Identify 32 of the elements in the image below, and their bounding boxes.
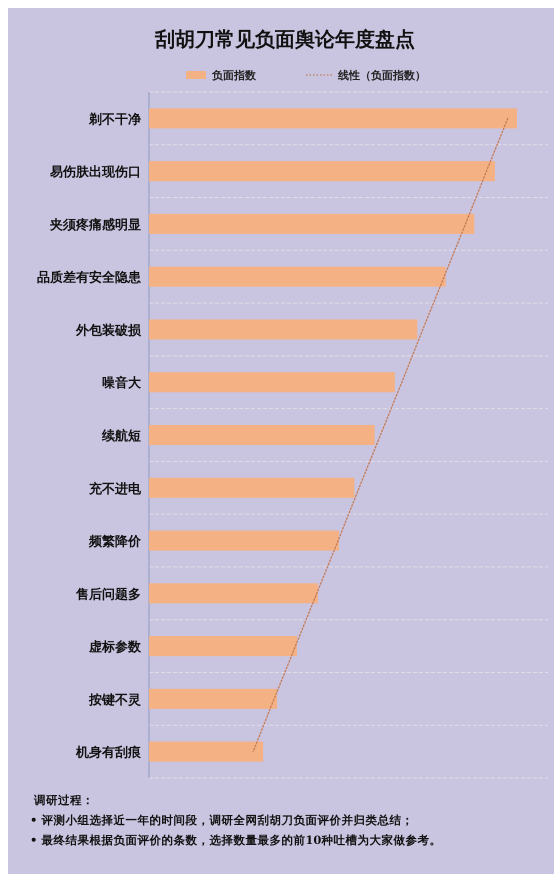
y-tick-label: 虚标参数 bbox=[88, 639, 142, 656]
bar bbox=[149, 372, 395, 392]
bar bbox=[149, 108, 517, 128]
bar bbox=[149, 266, 446, 287]
y-tick-label: 频繁降价 bbox=[88, 534, 142, 550]
bar bbox=[149, 583, 318, 604]
chart-title: 刮胡刀常见负面舆论年度盘点 bbox=[154, 27, 415, 51]
text: • 评测小组选择近一年的时间段，调研全网刮胡刀负面评价并归类总结； bbox=[30, 813, 414, 827]
y-tick-label: 售后问题多 bbox=[75, 586, 141, 602]
y-tick-label: 机身有刮痕 bbox=[75, 744, 142, 761]
y-tick-label: 品质差有安全隐患 bbox=[37, 270, 142, 286]
legend-label: 线性（负面指数） bbox=[337, 69, 426, 82]
text: • 最终结果根据负面评价的条数，选择数量最多的前10种吐槽为大家做参考。 bbox=[30, 833, 442, 847]
y-tick-label: 夹须疼痛感明显 bbox=[50, 216, 141, 233]
y-tick-label: 外包装破损 bbox=[75, 323, 142, 338]
bar bbox=[149, 636, 297, 656]
bar bbox=[149, 214, 474, 234]
bar bbox=[149, 688, 278, 709]
y-tick-label: 充不进电 bbox=[88, 480, 142, 497]
bar bbox=[149, 478, 354, 498]
bar bbox=[149, 424, 375, 446]
bar bbox=[149, 742, 264, 762]
bar bbox=[149, 530, 339, 551]
y-tick-label: 续航短 bbox=[101, 428, 141, 444]
y-tick-label: 易伤肤出现伤口 bbox=[49, 165, 141, 180]
y-tick-label: 按键不灵 bbox=[88, 692, 141, 708]
bar bbox=[149, 161, 495, 182]
y-tick-label: 噪音大 bbox=[102, 375, 142, 392]
y-tick-label: 剃不干净 bbox=[88, 111, 141, 128]
legend-label: 负面指数 bbox=[211, 69, 257, 82]
text: 调研过程： bbox=[33, 793, 94, 807]
bar bbox=[149, 319, 418, 340]
